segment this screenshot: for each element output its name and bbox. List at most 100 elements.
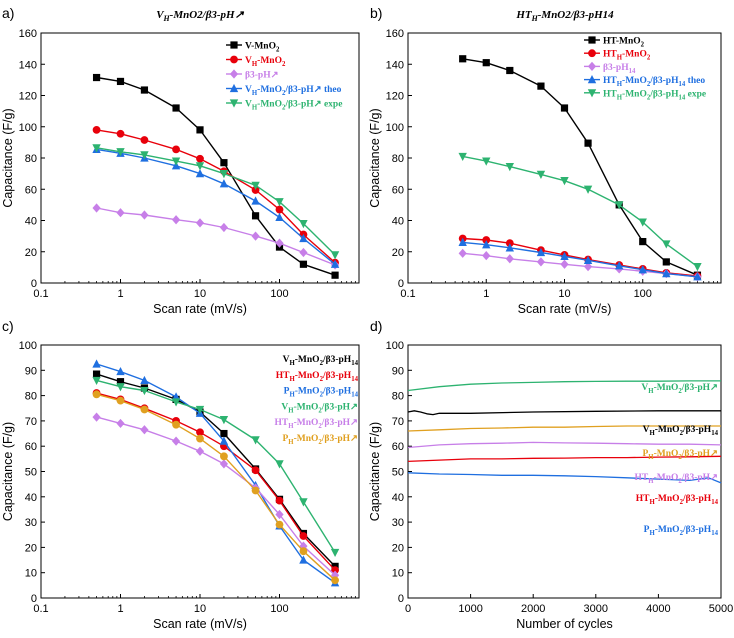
series-3 (458, 237, 702, 281)
data-point (92, 390, 101, 399)
legend-entry: PH​-MnO2​/β3-pH14​ (284, 387, 359, 399)
data-point (140, 210, 149, 220)
series-label: HTH​-MnO2​/β3-pH↗ (635, 473, 718, 485)
data-point (171, 215, 181, 225)
data-point (116, 129, 125, 138)
x-tick-label: 100 (634, 288, 652, 300)
data-point (482, 240, 491, 249)
legend-entry: β3-pH↗ (245, 71, 279, 81)
series-line (96, 416, 336, 576)
data-point (92, 203, 101, 213)
y-tick-label: 100 (19, 122, 37, 134)
data-point (299, 498, 308, 507)
data-point (638, 265, 647, 274)
series-line (407, 380, 721, 392)
y-tick-label: 120 (386, 91, 404, 103)
series-4 (92, 412, 340, 580)
series-line (96, 207, 336, 266)
data-point (331, 566, 339, 575)
data-point (92, 376, 101, 386)
y-tick-label: 0 (31, 593, 37, 605)
series-label: PH​-MnO2​/β3-pH↗ (642, 449, 718, 461)
x-tick-label: 4000 (646, 603, 670, 615)
x-tick-label: 100 (270, 288, 288, 300)
legend-entry: PH​-MnO2​/β3-pH↗ (282, 434, 358, 446)
series-line (96, 379, 336, 553)
panel-label: b) (370, 5, 382, 21)
data-point (195, 162, 205, 171)
y-tick-label: 160 (19, 28, 37, 40)
series-0 (92, 370, 339, 570)
y-tick-label: 20 (392, 542, 404, 554)
y-tick-label: 0 (31, 278, 37, 290)
x-tick-label: 2000 (521, 603, 545, 615)
data-point (140, 375, 149, 385)
data-point (614, 261, 624, 270)
data-point (330, 251, 340, 260)
data-point (140, 386, 149, 396)
data-point (299, 220, 308, 229)
x-axis-label: Number of cycles (516, 617, 613, 631)
legend-entry: VH​-MnO2​/β3-pH↗ theo (245, 85, 342, 97)
data-point (482, 251, 491, 261)
series-line (462, 58, 698, 276)
panel-b: 0 20 40 60 80 100 120 140 160 0.1 1 10 100 Scan rate … (368, 5, 722, 316)
series-line (96, 76, 336, 276)
x-tick-label: 10 (558, 288, 570, 300)
data-point (458, 248, 467, 258)
data-point (92, 359, 101, 368)
y-tick-label: 20 (392, 247, 404, 259)
data-point (583, 185, 593, 194)
data-point (220, 452, 228, 461)
series-line (96, 148, 336, 265)
series-1 (92, 125, 339, 267)
data-point (560, 177, 569, 186)
plot-frame (407, 32, 722, 284)
series-line (96, 373, 336, 567)
legend-marker (230, 55, 238, 64)
data-point (505, 254, 514, 264)
data-point (560, 104, 569, 112)
legend-entry: VH​-MnO2​/β3-pH↗ (281, 402, 358, 414)
y-tick-label: 30 (392, 517, 404, 529)
series-label: VH​-MnO2​/β3-pH14​ (643, 425, 719, 437)
legend-entry: VH​-MnO2​/β3-pH↗ expe (245, 100, 342, 112)
data-point (140, 136, 149, 144)
data-point (219, 170, 229, 179)
series-label: HTH​-MnO2​/β3-pH14​ (636, 494, 719, 506)
y-tick-label: 90 (392, 365, 404, 377)
y-tick-label: 160 (386, 28, 404, 40)
y-tick-label: 100 (386, 122, 404, 134)
data-point (275, 205, 284, 214)
legend-marker (229, 69, 239, 79)
data-point (251, 212, 260, 220)
data-point (195, 446, 205, 456)
data-point (639, 237, 647, 246)
y-tick-label: 120 (19, 91, 37, 103)
series-line (407, 472, 722, 484)
data-point (482, 157, 491, 166)
data-point (92, 73, 101, 82)
data-point (196, 126, 204, 134)
panel-c: 0 10 20 30 40 50 60 70 80 90 100 0.1 1 10 100 Scan rate… (1, 318, 360, 631)
y-tick-label: 90 (25, 365, 37, 377)
series-line (96, 392, 336, 571)
y-tick-label: 70 (25, 416, 37, 428)
legend: VH​-MnO2​/β3-pH14​ HTH​-MnO2​/β3-pH14​ PH​… (275, 355, 359, 446)
series-4 (458, 152, 702, 272)
y-tick-label: 50 (25, 467, 37, 479)
data-point (536, 170, 546, 180)
data-point (171, 157, 181, 166)
data-point (251, 466, 260, 475)
data-point (116, 383, 125, 392)
data-point (331, 271, 339, 279)
data-point (140, 405, 149, 414)
data-point (583, 255, 593, 264)
series-line (96, 363, 336, 584)
data-point (459, 55, 467, 63)
data-point (693, 262, 702, 272)
y-tick-label: 80 (392, 391, 404, 403)
data-point (116, 396, 125, 405)
data-point (482, 236, 491, 244)
y-tick-label: 60 (392, 184, 404, 196)
